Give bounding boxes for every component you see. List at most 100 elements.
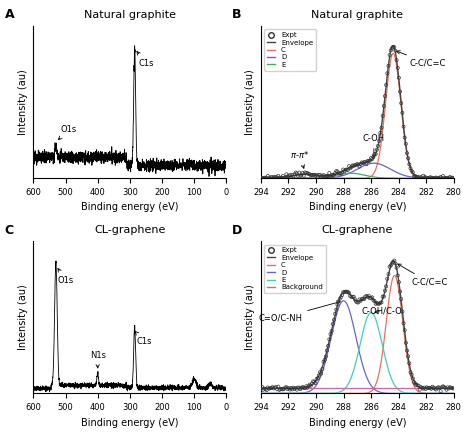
Point [269,384,276,391]
Point [387,262,394,269]
Point [385,62,392,69]
X-axis label: Binding energy (eV): Binding energy (eV) [309,202,406,212]
Point [366,295,374,302]
Point [353,160,361,167]
X-axis label: Binding energy (eV): Binding energy (eV) [309,418,406,428]
Point [359,295,367,302]
Point [259,175,267,182]
Point [373,146,381,153]
Point [265,175,273,182]
Point [271,174,279,181]
Point [431,174,438,181]
Title: Natural graphite: Natural graphite [84,10,176,20]
Point [363,293,370,300]
Point [378,299,385,306]
Text: C-C/C=C: C-C/C=C [397,51,446,68]
Point [429,383,437,390]
Point [379,293,386,300]
Point [339,289,347,296]
Point [440,384,448,391]
Point [329,320,337,327]
Point [280,174,288,181]
Point [262,174,269,181]
Point [396,88,404,95]
Point [374,143,382,150]
Point [428,385,435,392]
Point [274,172,282,179]
Point [328,172,336,179]
Point [400,123,407,130]
Point [324,342,332,349]
Point [350,162,357,169]
Text: $\pi$-$\pi$*: $\pi$-$\pi$* [290,149,309,168]
Point [351,162,359,169]
Point [262,385,269,392]
Point [259,386,267,393]
Point [435,384,442,391]
Point [352,298,360,305]
Point [302,383,310,390]
Point [266,175,274,182]
Point [409,375,417,382]
Point [395,279,403,286]
Point [364,293,371,300]
Point [418,175,426,182]
Point [311,172,319,179]
Point [310,171,318,178]
Y-axis label: Intensity (au): Intensity (au) [18,284,28,350]
Point [323,173,331,180]
Point [314,174,321,181]
Point [424,385,432,392]
Point [362,293,369,300]
Point [433,385,441,392]
Point [445,385,453,392]
Point [323,347,331,354]
Point [344,167,352,174]
Point [383,276,391,283]
Point [419,172,427,179]
Point [356,163,363,170]
Point [331,310,339,317]
Text: O1s: O1s [57,269,73,285]
Point [437,388,445,395]
Point [404,353,412,360]
Point [326,336,333,343]
Point [417,384,425,391]
Point [431,385,438,392]
Point [339,166,347,173]
Point [375,137,383,144]
Point [288,386,296,393]
Point [402,339,410,346]
Point [448,174,456,181]
Point [414,174,421,181]
Point [331,170,339,177]
Point [383,70,391,77]
Point [257,385,264,392]
Point [298,384,305,391]
Title: CL-graphene: CL-graphene [94,225,165,235]
Legend: Expt, Envelope, C, D, E, Background: Expt, Envelope, C, D, E, Background [264,245,326,293]
Point [272,174,280,181]
Point [412,174,420,181]
Point [334,168,341,175]
Point [258,175,266,182]
Point [350,293,357,300]
Point [310,171,317,178]
Text: C-C/C=C: C-C/C=C [398,264,447,287]
Point [277,175,284,182]
Point [291,171,298,178]
Point [408,371,415,378]
Point [422,385,429,392]
Point [437,174,445,181]
Point [407,165,414,172]
Text: D: D [232,224,242,237]
Point [313,375,320,382]
Point [345,290,353,296]
Point [322,173,329,180]
Point [446,384,454,391]
Point [429,175,437,182]
Point [406,360,413,367]
Point [286,171,294,178]
Text: N1s: N1s [90,351,106,368]
Point [425,175,433,182]
